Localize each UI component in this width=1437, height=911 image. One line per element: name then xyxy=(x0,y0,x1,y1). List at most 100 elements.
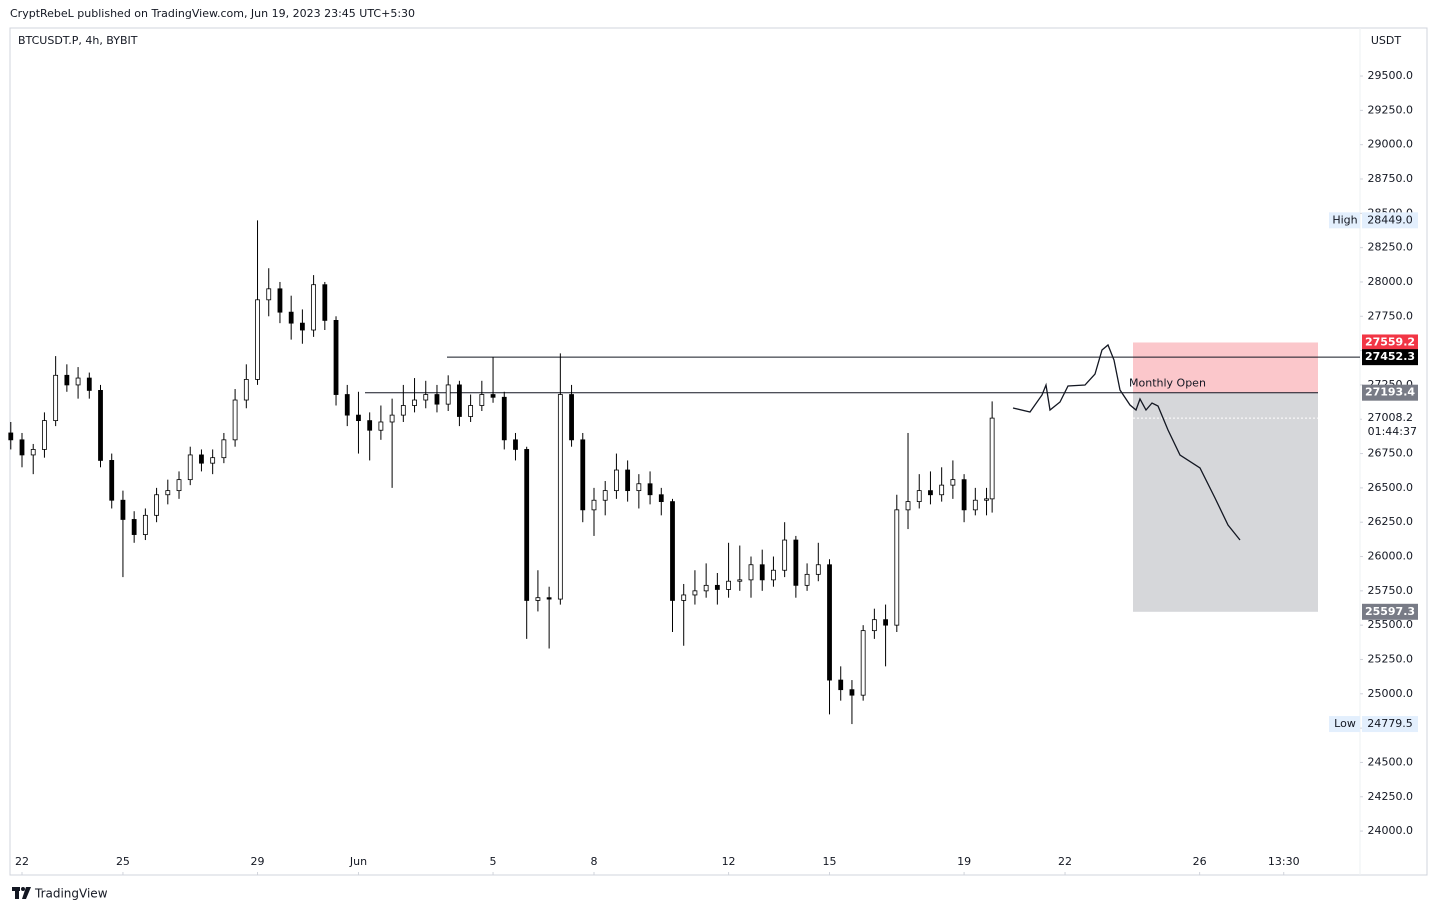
candle-body xyxy=(928,490,933,496)
x-tick-label: 22 xyxy=(1058,855,1072,868)
x-tick-label: 19 xyxy=(957,855,971,868)
candle-body xyxy=(266,288,272,301)
target-zone xyxy=(1133,392,1318,612)
candle-body xyxy=(322,284,328,321)
target-tag-bg xyxy=(1362,603,1418,620)
y-tick-label: 28250.0 xyxy=(1368,241,1414,254)
candle-body xyxy=(210,457,216,464)
candle-body xyxy=(30,449,36,456)
candle-body xyxy=(793,539,799,586)
candle-body xyxy=(905,501,911,511)
candle-body xyxy=(513,439,518,450)
candle-body xyxy=(804,573,810,586)
candle-body xyxy=(288,311,294,324)
x-tick-label: 15 xyxy=(823,855,837,868)
y-tick-label: 26000.0 xyxy=(1368,550,1414,563)
candle-body xyxy=(625,469,631,492)
candle-body xyxy=(647,483,653,496)
candle-body xyxy=(692,590,698,596)
candle-body xyxy=(86,377,92,391)
candle-body xyxy=(670,501,675,601)
candle-body xyxy=(98,390,103,461)
candle-body xyxy=(524,449,530,601)
high-label-bg xyxy=(1329,212,1360,229)
candle-body xyxy=(19,439,25,456)
resistance-tag-bg xyxy=(1362,349,1418,366)
candle-body xyxy=(277,288,283,313)
candle-body xyxy=(614,469,619,492)
footer-brand: TradingView xyxy=(34,887,108,901)
candle-body xyxy=(412,399,417,406)
candle-body xyxy=(255,299,260,380)
y-tick-label: 25250.0 xyxy=(1368,652,1414,665)
candle-body xyxy=(939,484,945,496)
candle-body xyxy=(636,483,642,492)
candle-body xyxy=(400,405,406,416)
candle-body xyxy=(883,619,888,626)
candle-body xyxy=(243,379,249,401)
y-tick-label: 26750.0 xyxy=(1368,447,1414,460)
y-tick-label: 26500.0 xyxy=(1368,481,1414,494)
candle-body xyxy=(42,420,47,450)
last-price: 27008.2 xyxy=(1368,411,1414,424)
candle-body xyxy=(989,417,995,500)
candle-body xyxy=(950,479,956,486)
candle-body xyxy=(367,420,373,431)
candle-body xyxy=(311,284,317,331)
x-tick-label: 5 xyxy=(490,855,497,868)
candle-body xyxy=(737,579,743,582)
candle-body xyxy=(771,569,776,581)
x-tick-label: 12 xyxy=(722,855,736,868)
candle-body xyxy=(378,421,384,431)
footer-logo xyxy=(12,887,31,899)
stop-tag: 27559.2 xyxy=(1365,335,1415,348)
candle-body xyxy=(154,494,159,516)
candle-body xyxy=(299,322,305,331)
candle-body xyxy=(759,564,765,581)
chart-frame xyxy=(9,27,1428,876)
y-tick-label: 28000.0 xyxy=(1368,275,1414,288)
candle-body xyxy=(860,630,866,696)
candle-body xyxy=(75,377,81,386)
candle-body xyxy=(64,374,70,386)
candle-body xyxy=(501,396,507,441)
candle-body xyxy=(221,439,227,459)
candle-body xyxy=(658,494,664,503)
high-value-tag-bg xyxy=(1362,212,1418,229)
y-tick-label: 25500.0 xyxy=(1368,618,1414,631)
candle-body xyxy=(423,394,429,401)
candle-body xyxy=(557,394,563,600)
entry-tag-bg xyxy=(1362,384,1418,401)
high-label: High xyxy=(1332,213,1357,226)
plot: 24000.024250.024500.024750.025000.025250… xyxy=(8,69,1418,875)
candle-body xyxy=(602,490,608,501)
target-tag: 25597.3 xyxy=(1365,605,1415,618)
candle-body xyxy=(187,454,193,481)
candle-body xyxy=(714,584,720,590)
monthly-open-label: Monthly Open xyxy=(1129,377,1206,390)
candle-body xyxy=(815,564,821,575)
low-label: Low xyxy=(1334,717,1356,730)
x-tick-label: 22 xyxy=(15,855,29,868)
candle-body xyxy=(849,689,855,696)
candle-body xyxy=(580,439,586,511)
low-value-tag: 24779.5 xyxy=(1367,717,1413,730)
candle-body xyxy=(681,594,687,601)
y-tick-label: 27750.0 xyxy=(1368,309,1414,322)
stop-zone xyxy=(1133,342,1318,393)
candle-body xyxy=(479,394,485,406)
candle-body xyxy=(8,432,14,441)
candle-body xyxy=(916,490,922,503)
candle-body xyxy=(333,320,339,395)
candle-body xyxy=(131,519,137,535)
candle-body xyxy=(984,498,989,501)
candle-body xyxy=(972,499,978,511)
candle-body xyxy=(199,454,204,464)
candle-body xyxy=(838,679,844,691)
low-value-tag-bg xyxy=(1362,716,1418,733)
candle-body xyxy=(748,564,754,581)
entry-tag: 27193.4 xyxy=(1365,386,1415,399)
x-tick-label: 25 xyxy=(116,855,130,868)
x-tick-label: 8 xyxy=(590,855,597,868)
y-tick-label: 25000.0 xyxy=(1368,687,1414,700)
